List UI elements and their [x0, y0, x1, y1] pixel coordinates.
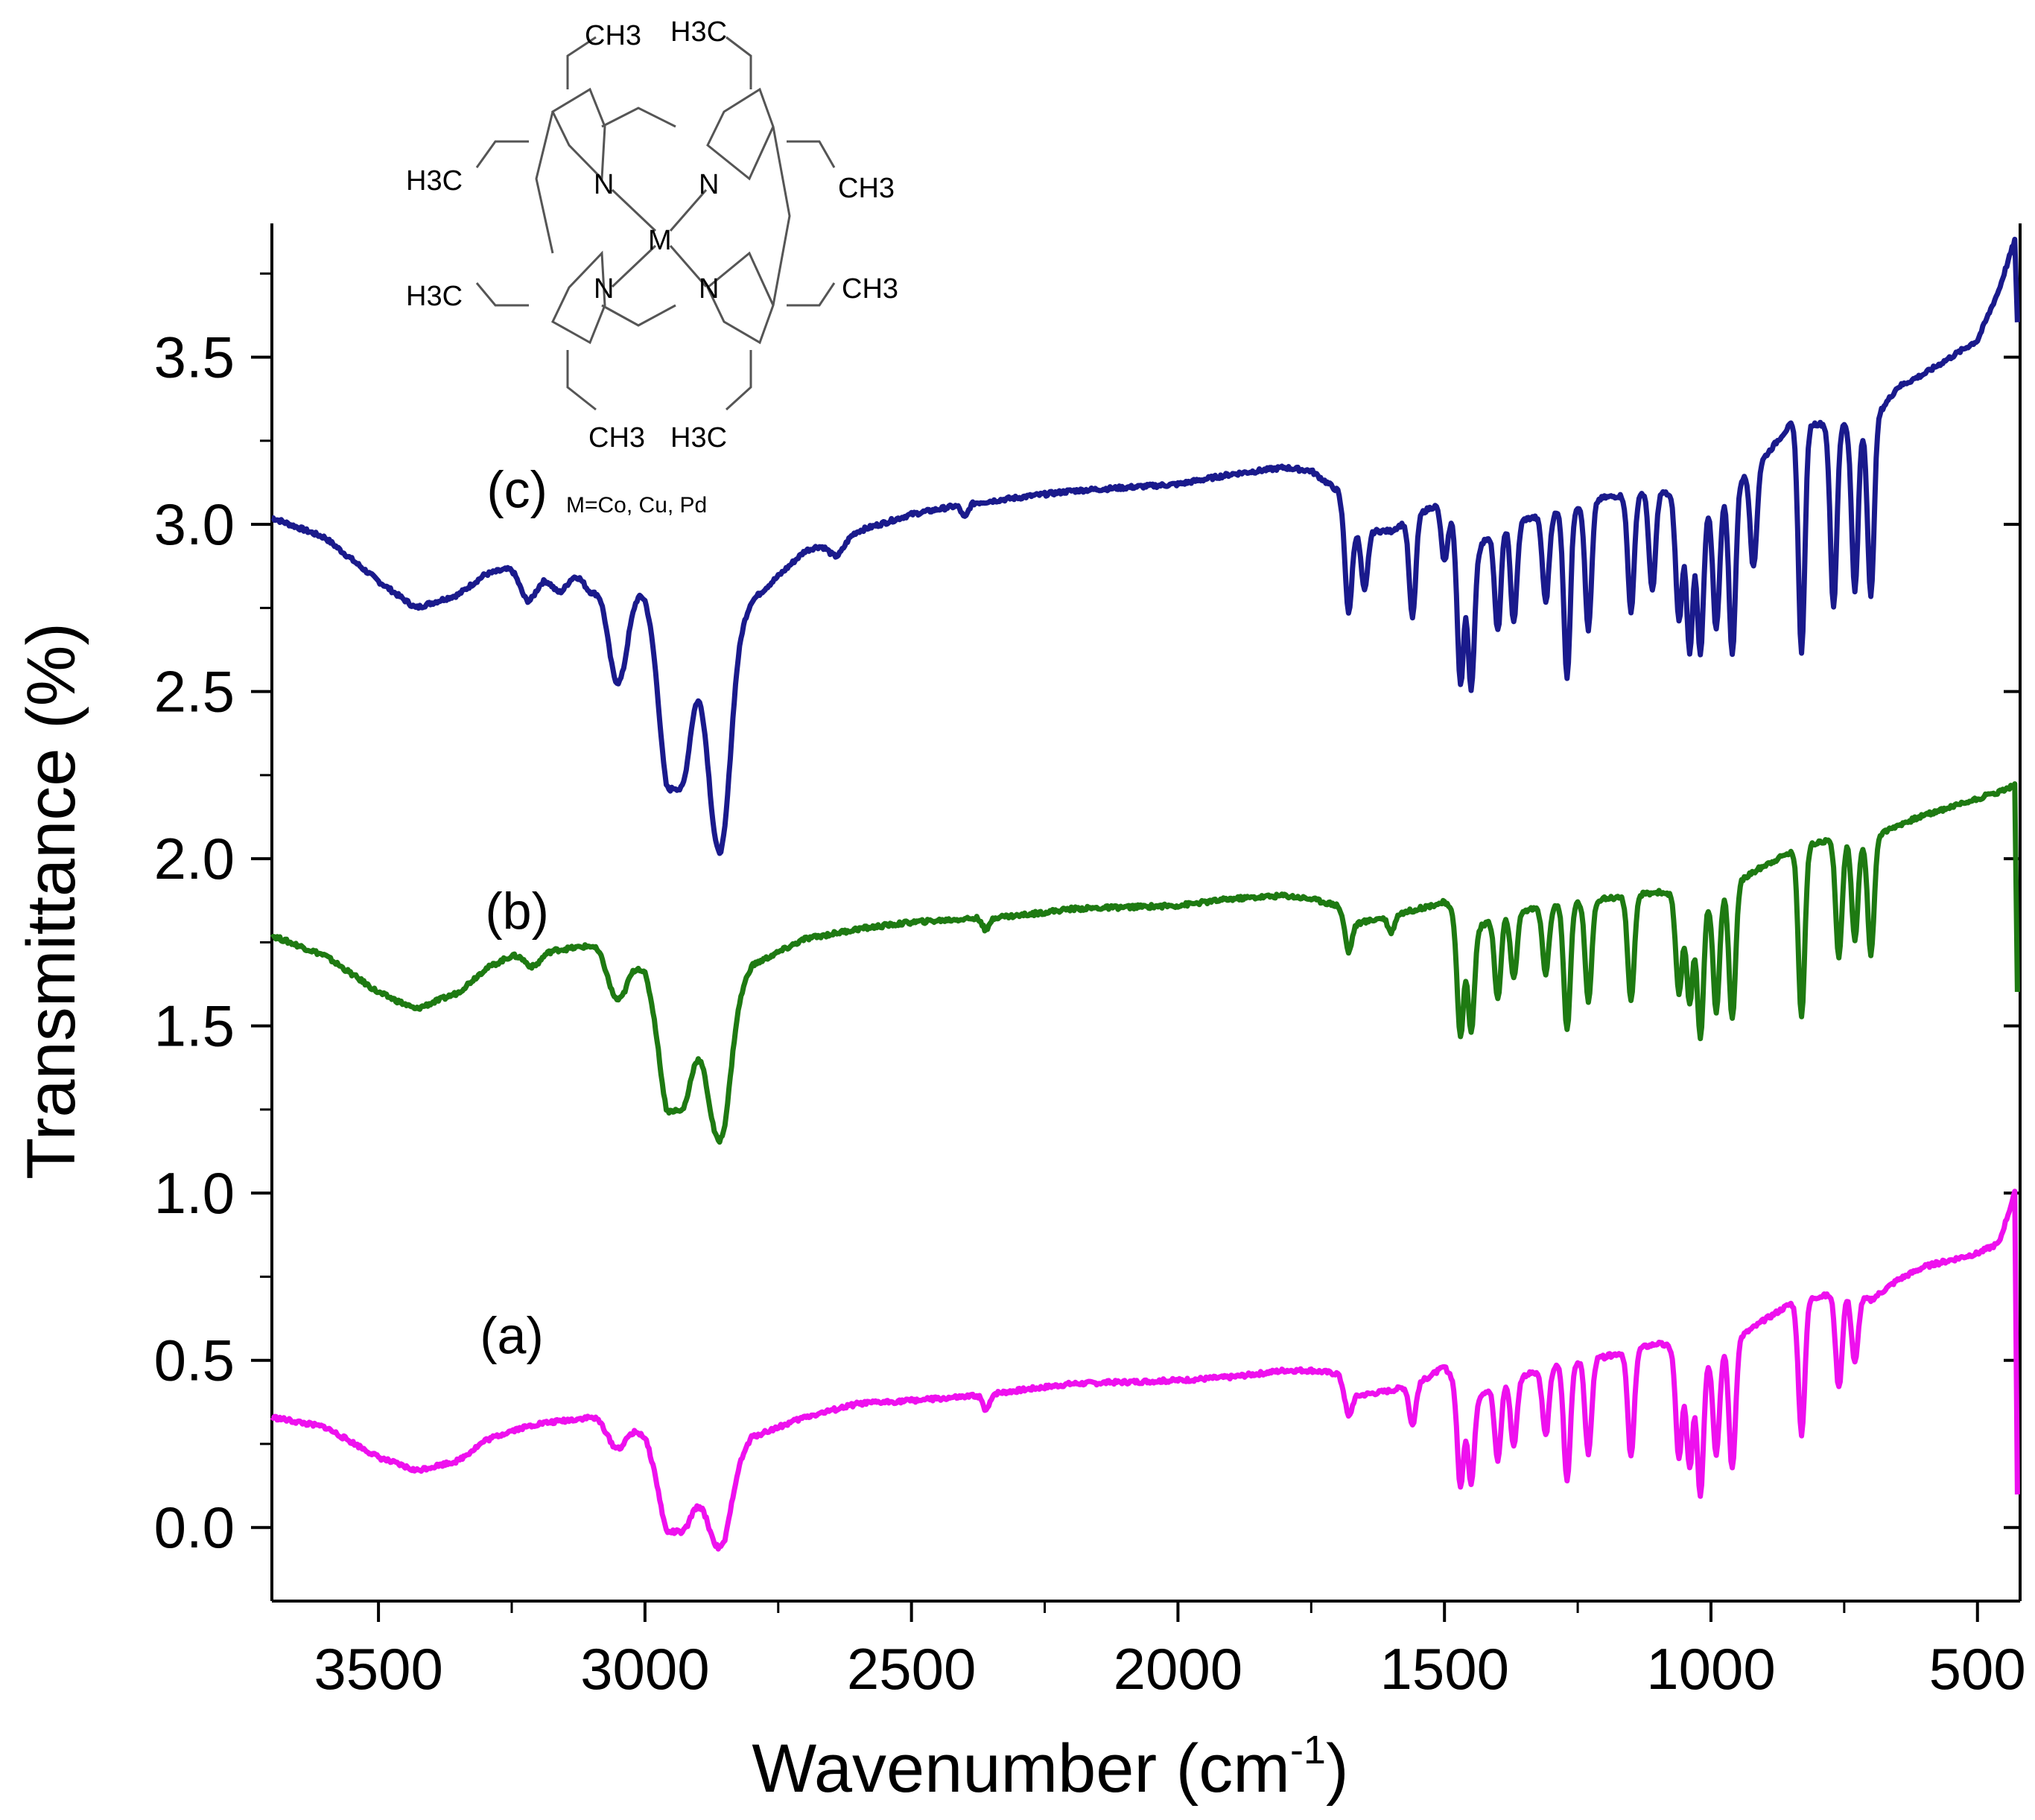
ethyl-upper-right — [787, 140, 836, 168]
plot-frame — [270, 223, 2022, 1603]
nitrogen-label-1: N — [594, 169, 614, 200]
y-tick-label: 3.0 — [154, 491, 235, 557]
y-axis: 0.0 0.5 1.0 1.5 2.0 2.5 3.0 3.5 — [154, 272, 2020, 1560]
x-axis: 3500 3000 2500 2000 1500 1000 500 — [314, 1601, 2026, 1702]
series-line-1 — [270, 781, 2020, 1145]
x-tick-label: 3000 — [580, 1636, 710, 1702]
porphyrin-structure-inset: CH3 H3C H3C CH3 H3C CH3 CH3 H3C N N N N … — [406, 16, 898, 518]
x-axis-title: Wavenumber (cm-1) — [752, 1728, 1348, 1807]
meso-bridge-bottom — [601, 304, 676, 327]
ethyl-top-left — [566, 36, 597, 89]
x-tick-label: 1000 — [1646, 1636, 1776, 1702]
y-axis-title: Transmittance (%) — [13, 623, 89, 1180]
series-line-0 — [270, 236, 2020, 856]
nitrogen-label-3: N — [594, 273, 614, 305]
nitrogen-label-4: N — [699, 273, 719, 305]
series-label-2: (a) — [480, 1307, 544, 1365]
ethyl-bottom-right — [725, 350, 752, 411]
x-tick-label: 3500 — [314, 1636, 443, 1702]
series-label-0: (c) — [486, 461, 547, 519]
pyrrole-ring-bottom-left — [551, 250, 606, 345]
h3c-lower-left-label: H3C — [406, 281, 463, 312]
pyrrole-ring-bottom-right — [706, 251, 775, 345]
ch3-lower-right-label: CH3 — [842, 273, 898, 305]
h3c-upper-left-label: H3C — [406, 165, 463, 197]
ethyl-bottom-left — [566, 350, 597, 411]
x-tick-label: 2500 — [847, 1636, 977, 1702]
nitrogen-label-2: N — [699, 169, 719, 200]
y-tick-label: 3.5 — [154, 325, 235, 390]
pyrrole-ring-top-left — [551, 87, 606, 182]
pyrrole-ring-top-right — [706, 87, 775, 181]
x-tick-label: 2000 — [1114, 1636, 1243, 1702]
meso-bridge-right — [772, 126, 791, 306]
metal-label: M — [648, 225, 672, 256]
x-tick-label: 1500 — [1380, 1636, 1509, 1702]
ethyl-lower-right — [787, 282, 836, 307]
h3c-top-right-label: H3C — [670, 16, 727, 48]
bond-n-m-4 — [669, 245, 708, 287]
y-tick-label: 1.0 — [154, 1160, 235, 1226]
bond-n-m-3 — [611, 244, 657, 288]
y-tick-label: 0.5 — [154, 1328, 235, 1393]
metal-caption: M=Co, Cu, Pd — [566, 493, 707, 518]
ethyl-lower-left — [475, 282, 529, 307]
meso-bridge-top — [601, 106, 676, 128]
h3c-bottom-right-label: H3C — [670, 422, 727, 454]
y-tick-label: 2.5 — [154, 659, 235, 725]
ch3-top-left-label: CH3 — [585, 20, 641, 51]
bond-n-m-2 — [669, 189, 708, 232]
ch3-upper-right-label: CH3 — [838, 173, 895, 204]
ethyl-upper-left — [475, 140, 529, 168]
ethyl-top-right — [726, 36, 752, 89]
y-tick-label: 1.5 — [154, 993, 235, 1059]
series-layer: (c) (b) (a) — [270, 236, 2020, 1552]
y-tick-label: 0.0 — [154, 1495, 235, 1560]
series-line-2 — [270, 1189, 2020, 1552]
y-tick-label: 2.0 — [154, 826, 235, 891]
meso-bridge-left — [535, 111, 554, 254]
x-tick-label: 500 — [1929, 1636, 2026, 1702]
x-axis-title-superscript: -1 — [1290, 1728, 1326, 1772]
bond-n-m-1 — [611, 188, 657, 232]
series-label-1: (b) — [485, 882, 549, 940]
ch3-bottom-left-label: CH3 — [588, 422, 645, 454]
